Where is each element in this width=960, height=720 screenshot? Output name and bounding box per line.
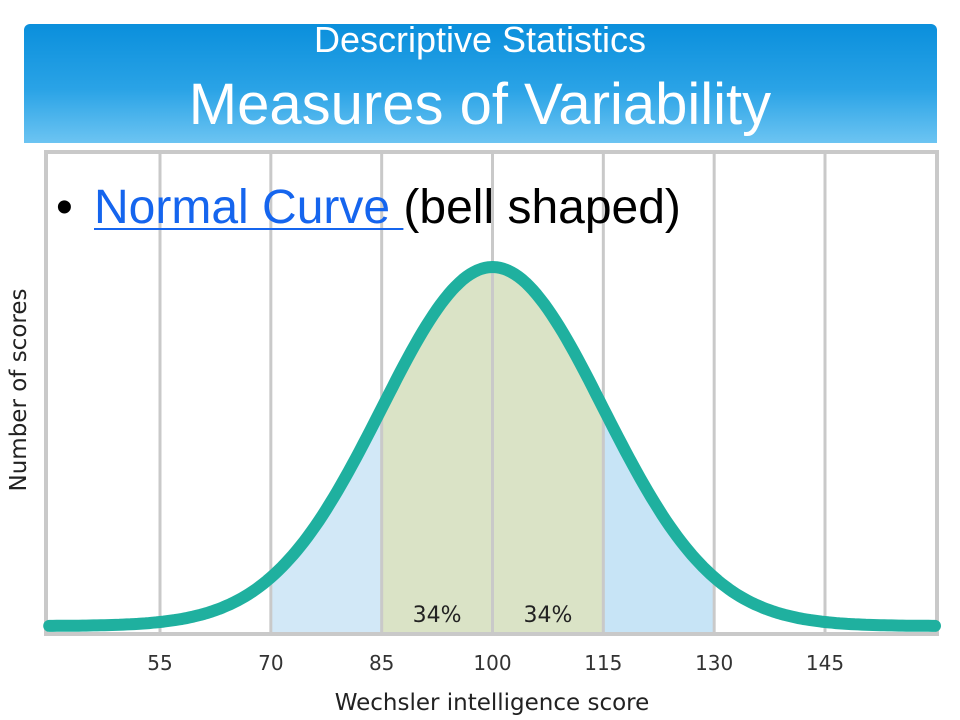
x-tick-label-130: 130 <box>695 651 733 675</box>
x-tick-label-100: 100 <box>473 651 511 675</box>
slide-title: Measures of Variability <box>188 72 772 137</box>
x-tick-label-55: 55 <box>147 651 172 675</box>
title-banner <box>24 24 937 143</box>
bullet-marker: • <box>56 181 73 234</box>
x-tick-label-145: 145 <box>806 651 844 675</box>
y-axis-label: Number of scores <box>6 289 32 492</box>
x-axis-label: Wechsler intelligence score <box>335 690 650 716</box>
normal-curve-link[interactable]: Normal Curve <box>94 181 404 234</box>
bullet-text: (bell shaped) <box>403 181 681 234</box>
x-tick-label-85: 85 <box>369 651 394 675</box>
slide-subtitle: Descriptive Statistics <box>313 19 647 60</box>
bullet-item: • Normal Curve (bell shaped) <box>56 180 681 236</box>
x-tick-label-115: 115 <box>584 651 622 675</box>
percent-label-1: 34% <box>413 603 462 628</box>
percent-label-2: 34% <box>523 603 572 628</box>
normal-curve-line <box>43 261 941 632</box>
x-tick-label-70: 70 <box>258 651 283 675</box>
